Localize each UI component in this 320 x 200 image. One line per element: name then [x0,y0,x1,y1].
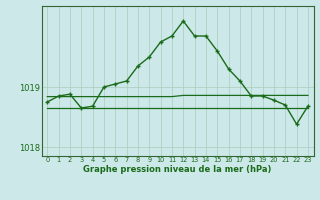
X-axis label: Graphe pression niveau de la mer (hPa): Graphe pression niveau de la mer (hPa) [84,165,272,174]
